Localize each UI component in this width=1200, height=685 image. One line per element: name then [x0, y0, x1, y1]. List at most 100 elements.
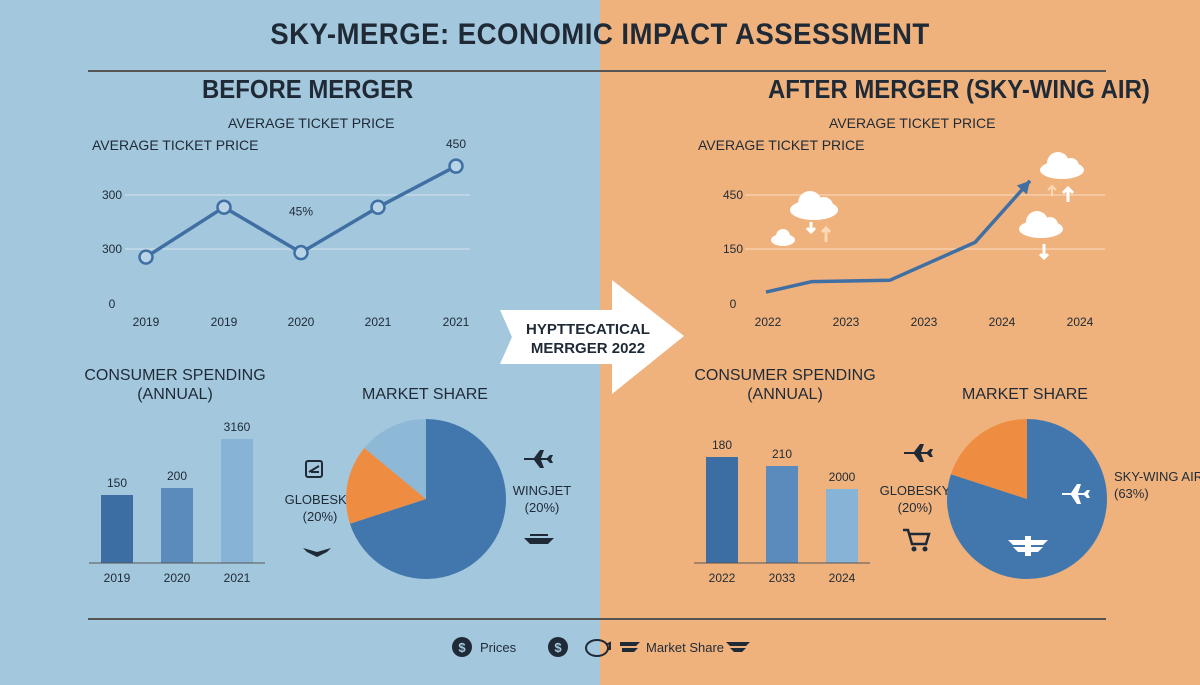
- wings-legend-icon-2: [726, 642, 750, 652]
- y-tick-label: 450: [723, 188, 743, 202]
- bar: [101, 495, 133, 563]
- after-share-title: MARKET SHARE: [962, 386, 1088, 403]
- top-divider: [88, 70, 1106, 72]
- pie-slice: [346, 448, 426, 524]
- before-price-title: AVERAGE TICKET PRICE: [228, 115, 395, 131]
- bar-value-label: 180: [712, 438, 732, 452]
- after-price-axis-title: AVERAGE TICKET PRICE: [698, 137, 865, 153]
- after-price-title: AVERAGE TICKET PRICE: [829, 115, 996, 131]
- svg-text:$: $: [458, 640, 466, 655]
- before-spending-title-line2: (ANNUAL): [137, 386, 213, 403]
- bar-value-label: 200: [167, 469, 187, 483]
- before-spending-title: CONSUMER SPENDING (ANNUAL): [80, 366, 270, 404]
- after-airplane-icon: [904, 444, 933, 462]
- svg-text:$: $: [554, 640, 562, 655]
- data-label: 45%: [289, 205, 313, 219]
- dollar-coin-icon-2: [548, 637, 568, 657]
- before-globesky-name: GLOBESKY: [284, 492, 356, 507]
- bar: [221, 439, 253, 563]
- before-price-axis-title: AVERAGE TICKET PRICE: [92, 137, 259, 153]
- pie-slice: [364, 418, 426, 499]
- page-title: SKY-MERGE: ECONOMIC IMPACT ASSESSMENT: [270, 18, 930, 51]
- y-tick-label: 0: [730, 297, 737, 311]
- bar-category-label: 2019: [104, 571, 131, 585]
- after-market-share-pie: [947, 419, 1107, 579]
- merger-arrow: HYPTTECATICAL MERRGER 2022: [500, 280, 684, 394]
- arrow-label-line1: HYPTTECATICAL: [526, 321, 650, 338]
- after-panel-background: [600, 0, 1200, 685]
- x-tick-label: 2021: [443, 315, 470, 329]
- pie-airplane-icon: [1062, 484, 1090, 504]
- after-spending-title-line1: CONSUMER SPENDING: [694, 367, 876, 384]
- pie-slice: [349, 419, 506, 579]
- before-spending-bar-chart: 150 2019 200 2020 3160 2021: [89, 420, 265, 585]
- bar-value-label: 150: [107, 476, 127, 490]
- bar-category-label: 2021: [224, 571, 251, 585]
- bar-category-label: 2022: [709, 571, 736, 585]
- after-spending-title-line2: (ANNUAL): [747, 386, 823, 403]
- before-wingjet-pct: (20%): [524, 500, 560, 515]
- x-tick-label: 2023: [833, 315, 860, 329]
- shopping-cart-icon: [903, 528, 931, 552]
- before-heading: BEFORE MERGER: [202, 74, 414, 104]
- before-share-title: MARKET SHARE: [362, 386, 488, 403]
- before-wingjet-label: WINGJET (20%): [502, 482, 582, 516]
- data-point: [216, 199, 232, 215]
- data-label: 450: [446, 137, 466, 151]
- bar-category-label: 2024: [829, 571, 856, 585]
- before-panel-background: [0, 0, 600, 685]
- legend: $ Prices $ Market Share: [452, 637, 750, 657]
- after-spending-bar-chart: 180 2022 210 2033 2000 2024: [694, 438, 870, 585]
- x-tick-label: 2023: [911, 315, 938, 329]
- arrow-label-line2: MERRGER 2022: [531, 340, 645, 357]
- x-tick-label: 2024: [1067, 315, 1094, 329]
- bar: [826, 489, 858, 563]
- x-tick-label: 2020: [288, 315, 315, 329]
- after-spending-title: CONSUMER SPENDING (ANNUAL): [690, 366, 880, 404]
- after-price-line-chart: 0 150 450 2022 2023 2023 2024 2024: [723, 179, 1105, 329]
- pie-wings-icon: [1008, 536, 1048, 556]
- after-globesky-pct: (20%): [897, 500, 933, 515]
- bar: [766, 466, 798, 563]
- bar-value-label: 3160: [224, 420, 251, 434]
- cloud-down-icon: [1019, 211, 1063, 261]
- x-tick-label: 2019: [133, 315, 160, 329]
- data-point: [138, 249, 154, 265]
- after-globesky-name: GLOBESKY: [879, 483, 951, 498]
- before-globesky-label: GLOBESKY (20%): [275, 491, 365, 525]
- bar-value-label: 2000: [829, 470, 856, 484]
- after-heading: AFTER MERGER (SKY-WING AIR): [768, 74, 1150, 104]
- before-wingjet-name: WINGJET: [512, 483, 572, 498]
- globesky-logo-icon: [305, 460, 323, 478]
- bottom-divider: [88, 618, 1106, 620]
- legend-market-share: Market Share: [646, 640, 724, 655]
- bar: [706, 457, 738, 563]
- piggy-bank-icon: [585, 639, 611, 657]
- airplane-icon: [524, 450, 553, 468]
- wings-legend-icon: [620, 642, 640, 652]
- series-line: [765, 179, 1032, 294]
- data-point: [448, 158, 464, 174]
- legend-prices: Prices: [480, 640, 517, 655]
- before-globesky-pct: (20%): [302, 509, 338, 524]
- x-tick-label: 2022: [755, 315, 782, 329]
- wings-icon: [303, 548, 331, 557]
- after-skywing-name: SKY-WING AIR: [1114, 469, 1200, 484]
- bar-category-label: 2033: [769, 571, 796, 585]
- before-spending-title-line1: CONSUMER SPENDING: [84, 367, 266, 384]
- dollar-coin-icon: [452, 637, 472, 657]
- pie-slice: [950, 419, 1027, 499]
- y-tick-label: 150: [723, 242, 743, 256]
- x-tick-label: 2021: [365, 315, 392, 329]
- cloud-icon: [790, 191, 838, 242]
- bar: [161, 488, 193, 563]
- x-tick-label: 2019: [211, 315, 238, 329]
- data-point: [370, 199, 386, 215]
- before-market-share-pie: [346, 418, 506, 579]
- data-point: [293, 244, 309, 261]
- cloud-up-icon: [1040, 152, 1084, 202]
- y-tick-label: 300: [102, 188, 122, 202]
- after-skywing-pct: (63%): [1114, 486, 1149, 501]
- bar-value-label: 210: [772, 447, 792, 461]
- x-tick-label: 2024: [989, 315, 1016, 329]
